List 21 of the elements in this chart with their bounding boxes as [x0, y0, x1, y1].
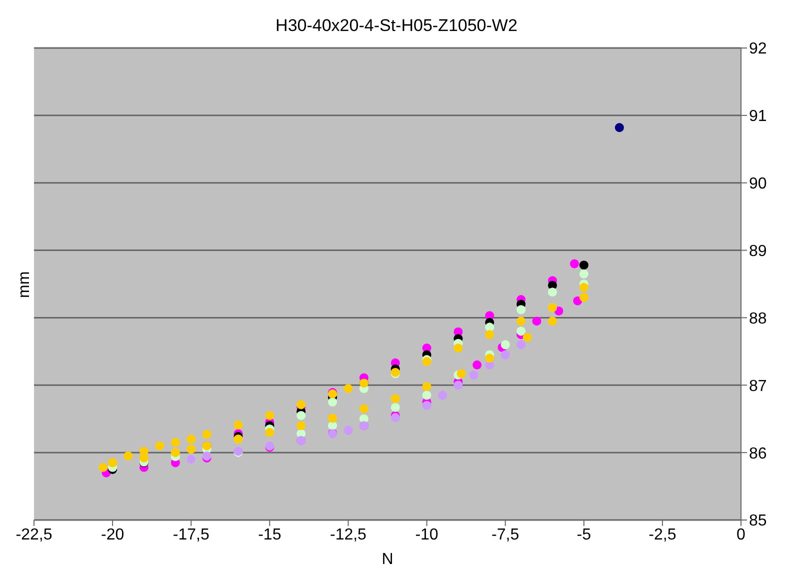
x-tick-label: -12,5	[330, 526, 367, 544]
x-tick-label: -5	[576, 526, 592, 544]
y-tick-label: 87	[749, 378, 767, 395]
y-axis-title: mm	[16, 271, 34, 298]
y-tick-label: 88	[749, 310, 767, 328]
x-tick-label: -15	[258, 526, 282, 544]
y-tick-label: 90	[749, 176, 767, 193]
x-axis-title: N	[382, 551, 394, 568]
y-tick-label: 85	[749, 512, 767, 530]
x-tick-label: -7,5	[492, 526, 520, 544]
x-tick-label: -22,5	[16, 526, 52, 544]
chart-title: H30-40x20-4-St-H05-Z1050-W2	[274, 16, 518, 36]
x-tick-label: -2,5	[648, 526, 676, 544]
y-tick-label: 86	[749, 445, 767, 462]
x-tick-label: -10	[415, 526, 438, 544]
x-tick-label: 0	[736, 526, 746, 544]
x-tick-label: -20	[100, 526, 124, 544]
y-tick-label: 92	[749, 40, 767, 58]
y-tick-label: 91	[749, 108, 767, 126]
y-tick-label: 89	[749, 242, 767, 260]
x-tick-label: -17,5	[172, 526, 210, 544]
